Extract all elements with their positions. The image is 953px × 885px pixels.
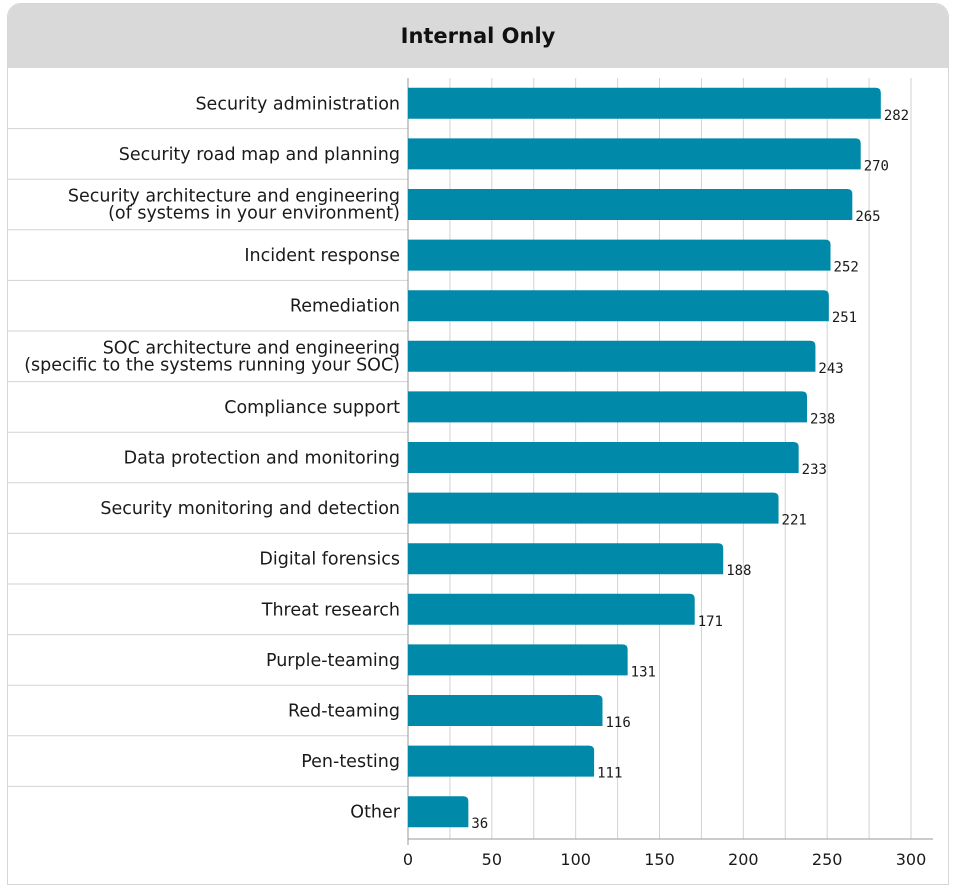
category-label-line: (of systems in your environment) bbox=[108, 204, 400, 224]
chart-title: Internal Only bbox=[400, 24, 556, 48]
category-label: Red-teaming bbox=[288, 702, 400, 722]
data-label: 265 bbox=[855, 209, 880, 225]
data-label: 131 bbox=[631, 664, 656, 680]
bar bbox=[408, 796, 469, 828]
bar bbox=[408, 695, 603, 726]
data-label: 188 bbox=[726, 563, 751, 579]
bar bbox=[408, 189, 853, 220]
data-label: 243 bbox=[818, 361, 843, 377]
category-label-line: Security architecture and engineering bbox=[68, 187, 400, 207]
x-tick-label: 300 bbox=[896, 850, 927, 869]
category-label: Security monitoring and detection bbox=[100, 499, 400, 519]
category-label: Digital forensics bbox=[259, 550, 400, 570]
category-label: Other bbox=[350, 803, 400, 823]
x-tick-label: 50 bbox=[482, 850, 502, 869]
bar bbox=[408, 644, 628, 676]
bar bbox=[408, 492, 779, 524]
data-label: 116 bbox=[605, 715, 630, 731]
x-tick-label: 100 bbox=[560, 850, 591, 869]
bar bbox=[408, 290, 829, 322]
data-label: 251 bbox=[832, 310, 857, 326]
category-label: Incident response bbox=[244, 246, 400, 266]
category-label: SOC architecture and engineering (specifi… bbox=[24, 338, 400, 375]
x-tick-label: 250 bbox=[812, 850, 843, 869]
category-label-line: SOC architecture and engineering bbox=[103, 338, 400, 358]
x-tick-label: 200 bbox=[728, 850, 759, 869]
category-label: Remediation bbox=[290, 297, 400, 317]
category-label: Security administration bbox=[195, 94, 400, 114]
bar bbox=[408, 239, 831, 271]
bar bbox=[408, 543, 724, 575]
data-label: 111 bbox=[597, 766, 622, 782]
bar bbox=[408, 340, 816, 372]
chart-panel: Internal Only 282 Security administration… bbox=[7, 3, 949, 885]
category-label: Security road map and planning bbox=[119, 145, 400, 165]
data-label: 171 bbox=[698, 614, 723, 630]
data-label: 238 bbox=[810, 411, 835, 427]
data-label: 270 bbox=[864, 158, 889, 174]
bar bbox=[408, 391, 808, 423]
x-tick-label: 0 bbox=[403, 850, 413, 869]
bar bbox=[408, 442, 799, 473]
bar-chart: 282 Security administration 270 Security ro… bbox=[8, 78, 933, 869]
bar bbox=[408, 138, 861, 170]
category-label: Pen-testing bbox=[301, 752, 400, 772]
category-label: Compliance support bbox=[224, 398, 400, 418]
data-label: 282 bbox=[884, 108, 909, 124]
bar bbox=[408, 87, 881, 119]
data-label: 252 bbox=[834, 260, 859, 276]
data-label: 233 bbox=[802, 462, 827, 478]
bar bbox=[408, 593, 695, 625]
category-label: Purple-teaming bbox=[266, 651, 400, 671]
category-label: Data protection and monitoring bbox=[124, 449, 400, 469]
category-label-line: (specific to the systems running your SO… bbox=[24, 355, 400, 375]
category-label: Security architecture and engineering (of… bbox=[68, 187, 400, 224]
x-tick-label: 150 bbox=[644, 850, 675, 869]
data-label: 221 bbox=[782, 513, 807, 529]
category-label: Threat research bbox=[261, 600, 400, 620]
data-label: 36 bbox=[471, 816, 488, 832]
chart-header: Internal Only bbox=[8, 4, 948, 68]
bar bbox=[408, 745, 595, 777]
